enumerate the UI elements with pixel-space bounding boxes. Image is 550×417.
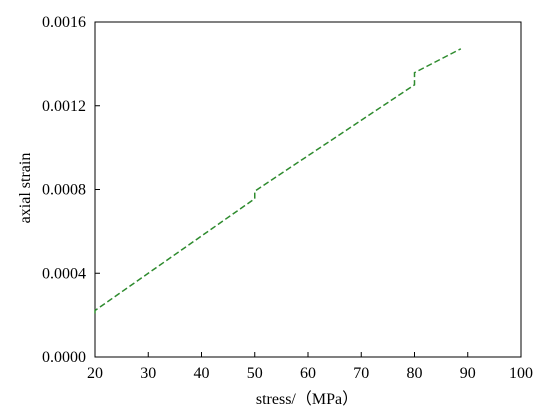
series-line-1 xyxy=(94,48,462,314)
y-tick-label: 0.0008 xyxy=(42,182,86,199)
x-tick-label: 90 xyxy=(460,365,476,382)
x-tick-label: 100 xyxy=(509,365,533,382)
y-tick-label: 0.0000 xyxy=(42,349,86,366)
y-tick-label: 0.0012 xyxy=(42,98,86,115)
x-tick-label: 50 xyxy=(247,365,263,382)
y-tick-label: 0.0004 xyxy=(42,265,86,282)
plot-frame xyxy=(94,21,522,358)
x-tick-label: 70 xyxy=(353,365,369,382)
x-tick-label: 20 xyxy=(87,365,103,382)
y-axis-title: axial strain xyxy=(17,153,34,224)
x-axis-ticks: 20 30 40 50 60 70 80 90 100 xyxy=(87,352,533,382)
x-axis-title: stress/（MPa） xyxy=(256,390,358,408)
y-tick-label: 0.0016 xyxy=(42,14,86,31)
y-axis-ticks: 0.0000 0.0004 0.0008 0.0012 0.0016 xyxy=(42,14,100,366)
x-tick-label: 40 xyxy=(194,365,210,382)
x-tick-label: 80 xyxy=(407,365,423,382)
x-tick-label: 60 xyxy=(300,365,316,382)
series-layer xyxy=(94,48,462,314)
x-tick-label: 30 xyxy=(140,365,156,382)
plot-border xyxy=(94,21,522,358)
